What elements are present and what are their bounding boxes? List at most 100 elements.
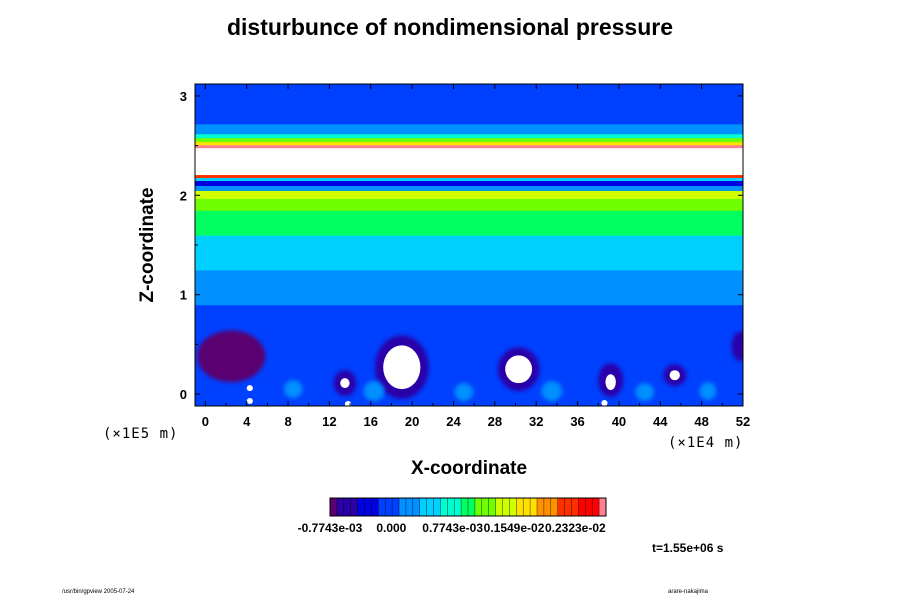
field-layer-6 (195, 185, 743, 191)
chart-title: disturbunce of nondimensional pressure (226, 14, 673, 40)
colorbar-segment (564, 498, 572, 516)
field-layer-8 (195, 177, 743, 182)
colorbar-segment (357, 498, 365, 516)
field-blob-13 (246, 398, 253, 405)
x-tick-label: 28 (488, 414, 502, 429)
field-layer-4 (195, 198, 743, 211)
x-tick-label: 24 (446, 414, 461, 429)
colorbar-segment (461, 498, 469, 516)
field-layer-12 (195, 141, 743, 146)
colorbar-segment (599, 498, 607, 516)
colorbar-segment (488, 498, 496, 516)
x-tick-label: 40 (612, 414, 626, 429)
field-layer-5 (195, 190, 743, 199)
colorbar-segment (530, 498, 538, 516)
time-label: t=1.55e+06 s (652, 541, 724, 555)
colorbar-segment (371, 498, 379, 516)
colorbar-segment (385, 498, 393, 516)
colorbar-label: 0.2323e-02 (545, 521, 606, 535)
field-blob-10 (605, 374, 616, 391)
y-tick-label: 1 (180, 288, 187, 303)
field-blob-9 (340, 378, 350, 389)
colorbar-segment (578, 498, 586, 516)
x-tick-label: 16 (364, 414, 378, 429)
field-blob-12 (246, 385, 253, 392)
field-layer-9 (195, 174, 743, 179)
x-tick-label: 32 (529, 414, 543, 429)
field-blob-19 (541, 381, 563, 402)
footer-author: arare-nakajima (668, 589, 709, 595)
y-tick-label: 0 (180, 387, 187, 402)
colorbar-segment (481, 498, 489, 516)
field-layer-14 (195, 133, 743, 139)
colorbar-label: 0.1549e-02 (484, 521, 545, 535)
colorbar-segment (419, 498, 427, 516)
x-tick-label: 44 (653, 414, 668, 429)
colorbar-segment (447, 498, 455, 516)
colorbar-segment (433, 498, 441, 516)
colorbar-segment (378, 498, 386, 516)
x-tick-label: 52 (736, 414, 750, 429)
colorbar-segment (550, 498, 558, 516)
colorbar-segment (557, 498, 565, 516)
field-layer-3 (195, 210, 743, 236)
field-blob-11 (669, 370, 680, 381)
colorbar-segment (468, 498, 476, 516)
field-layer-2 (195, 235, 743, 271)
colorbar-segment (537, 498, 545, 516)
y-axis-unit: (×1E5 m) (103, 426, 179, 442)
field-blob-7 (383, 345, 421, 390)
colorbar-segment (364, 498, 372, 516)
x-tick-label: 20 (405, 414, 419, 429)
y-axis-label: Z-coordinate (137, 187, 158, 303)
colorbar-segment (509, 498, 517, 516)
field-blob-15 (344, 401, 352, 406)
field-blob-0 (197, 330, 266, 383)
colorbar-segment (543, 498, 552, 516)
colorbar-segment (350, 498, 358, 516)
x-axis-label: X-coordinate (410, 458, 528, 479)
field-blob-1 (731, 331, 743, 362)
field-layer-16 (195, 84, 743, 125)
colorbar-segment (474, 498, 483, 516)
field-layer-7 (195, 180, 743, 186)
x-tick-label: 0 (202, 414, 209, 429)
field-layer-10 (195, 147, 743, 176)
plot-area (195, 84, 743, 406)
colorbar-label: 0.000 (376, 521, 406, 535)
field-blob-17 (363, 381, 385, 402)
x-axis-unit: (×1E4 m) (668, 435, 744, 451)
field-blob-8 (505, 355, 533, 384)
x-tick-label: 8 (284, 414, 291, 429)
colorbar-segment (571, 498, 579, 516)
colorbar-segment (516, 498, 524, 516)
field-blob-20 (635, 383, 655, 402)
colorbar-segment (592, 498, 600, 516)
colorbar-segment (502, 498, 510, 516)
colorbar-segment (330, 498, 338, 516)
colorbar-segment (440, 498, 448, 516)
colorbar-segment (336, 498, 345, 516)
colorbar-frame (329, 497, 607, 517)
colorbar-segment (343, 498, 351, 516)
colorbar-segment (405, 498, 414, 516)
field-blob-18 (454, 383, 474, 402)
x-tick-label: 4 (243, 414, 251, 429)
field-blob-21 (699, 382, 717, 401)
field-blob-16 (283, 380, 303, 399)
colorbar-label: -0.7743e-03 (298, 521, 363, 535)
field-layer-15 (195, 123, 743, 135)
x-tick-label: 48 (694, 414, 708, 429)
colorbar-segment (412, 498, 420, 516)
field-layer-1 (195, 269, 743, 306)
field-blob-14 (601, 400, 608, 406)
field-layer-13 (195, 137, 743, 143)
y-tick-label: 2 (180, 188, 187, 203)
colorbar-label: 0.7743e-03 (422, 521, 483, 535)
colorbar-segment (495, 498, 503, 516)
colorbar-segment (454, 498, 462, 516)
x-tick-label: 36 (570, 414, 584, 429)
